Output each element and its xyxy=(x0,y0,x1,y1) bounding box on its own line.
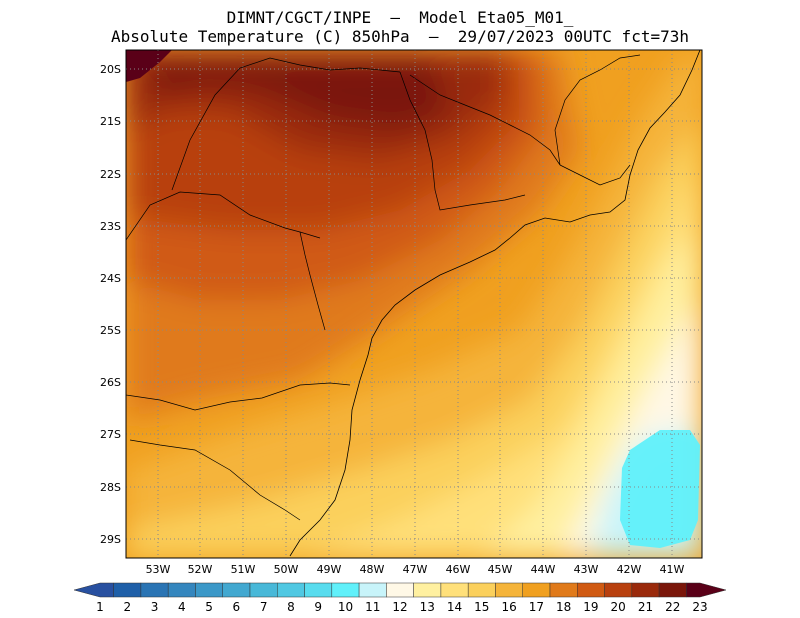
colorbar-swatch xyxy=(358,582,387,598)
latitude-axis: 20S 21S 22S 23S 24S 25S 26S 27S 28S 29S xyxy=(100,63,121,546)
longitude-axis: 53W 52W 51W 50W 49W 48W 47W 46W 45W 44W … xyxy=(146,563,685,576)
lon-tick: 42W xyxy=(617,563,642,576)
colorbar-label: 8 xyxy=(287,600,295,614)
colorbar-label: 4 xyxy=(178,600,186,614)
colorbar-swatch xyxy=(195,582,223,598)
colorbar-label: 2 xyxy=(123,600,131,614)
lon-tick: 51W xyxy=(231,563,256,576)
colorbar-swatch xyxy=(222,582,251,598)
lon-tick: 41W xyxy=(660,563,685,576)
colorbar-label: 5 xyxy=(205,600,213,614)
colorbar-swatch xyxy=(549,582,578,598)
colorbar-swatch xyxy=(658,582,687,598)
colorbar-swatch xyxy=(249,582,278,598)
colorbar-swatch xyxy=(440,582,469,598)
colorbar-swatch xyxy=(386,582,414,598)
lon-tick: 52W xyxy=(188,563,213,576)
colorbar-swatch xyxy=(495,582,523,598)
graticule xyxy=(126,50,702,558)
lon-tick: 50W xyxy=(274,563,299,576)
colorbar-swatch xyxy=(277,582,305,598)
colorbar-label: 7 xyxy=(260,600,268,614)
colorbar-label: 14 xyxy=(447,600,462,614)
lon-tick: 43W xyxy=(574,563,599,576)
map-title: DIMNT/CGCT/INPE – Model Eta05_M01_ xyxy=(226,8,574,27)
lon-tick: 46W xyxy=(446,563,471,576)
lon-tick: 44W xyxy=(531,563,556,576)
colorbar-label: 23 xyxy=(692,600,707,614)
lat-tick: 26S xyxy=(100,376,121,389)
colorbar-label: 19 xyxy=(583,600,598,614)
colorbar-label: 13 xyxy=(420,600,435,614)
colorbar-swatch xyxy=(686,582,727,598)
colorbar-label: 21 xyxy=(638,600,653,614)
lat-tick: 22S xyxy=(100,168,121,181)
colorbar-label: 10 xyxy=(338,600,353,614)
lat-tick: 25S xyxy=(100,324,121,337)
lat-tick: 27S xyxy=(100,428,121,441)
colorbar-swatch xyxy=(113,582,142,598)
colorbar-swatch xyxy=(577,582,605,598)
colorbar-label: 9 xyxy=(314,600,322,614)
colorbar-label: 16 xyxy=(501,600,516,614)
lon-tick: 53W xyxy=(146,563,171,576)
colorbar-swatch xyxy=(604,582,633,598)
lat-tick: 23S xyxy=(100,220,121,233)
colorbar-swatch xyxy=(304,582,333,598)
lon-tick: 49W xyxy=(317,563,342,576)
colorbar-swatch xyxy=(522,582,551,598)
colorbar-label: 11 xyxy=(365,600,380,614)
lat-tick: 29S xyxy=(100,533,121,546)
lat-tick: 21S xyxy=(100,115,121,128)
colorbar-swatch xyxy=(167,582,196,598)
colorbar-label: 1 xyxy=(96,600,104,614)
colorbar-label: 17 xyxy=(529,600,544,614)
colorbar-swatch xyxy=(331,582,360,598)
lon-tick: 48W xyxy=(360,563,385,576)
coastline xyxy=(289,50,701,557)
temperature-field xyxy=(126,50,702,558)
map-frame xyxy=(125,49,703,559)
colorbar-swatch xyxy=(140,582,169,598)
map-subtitle: Absolute Temperature (C) 850hPa – 29/07/… xyxy=(111,27,689,46)
colorbar-label: 15 xyxy=(474,600,489,614)
colorbar-label: 12 xyxy=(392,600,407,614)
colorbar-swatch xyxy=(413,582,442,598)
colorbar-label: 18 xyxy=(556,600,571,614)
lat-tick: 24S xyxy=(100,272,121,285)
lon-tick: 45W xyxy=(488,563,513,576)
colorbar-swatch xyxy=(467,582,496,598)
colorbar-swatch xyxy=(73,582,114,598)
state-borders xyxy=(126,54,641,521)
colorbar: 1 2 3 4 5 6 7 8 9 10 11 12 13 14 15 16 17 18 19 20 21 22 23 xyxy=(73,582,727,614)
colorbar-swatch xyxy=(631,582,660,598)
lat-tick: 20S xyxy=(100,63,121,76)
colorbar-label: 20 xyxy=(611,600,626,614)
colorbar-label: 6 xyxy=(233,600,241,614)
colorbar-label: 3 xyxy=(151,600,159,614)
lat-tick: 28S xyxy=(100,481,121,494)
lon-tick: 47W xyxy=(403,563,428,576)
colorbar-label: 22 xyxy=(665,600,680,614)
